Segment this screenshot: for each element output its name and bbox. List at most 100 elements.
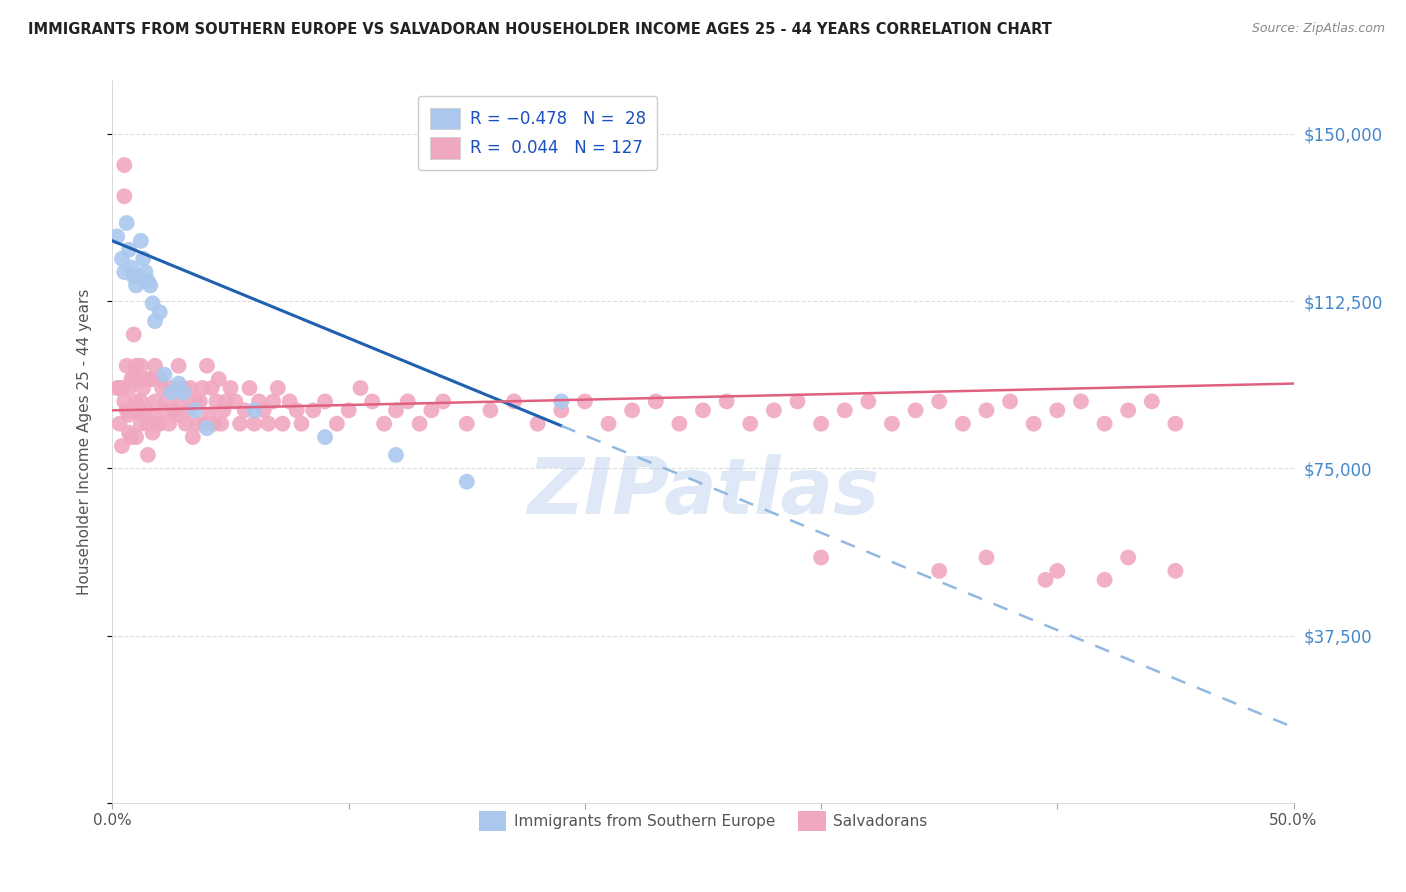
Point bbox=[243, 403, 266, 417]
Point bbox=[186, 417, 208, 431]
Point bbox=[229, 417, 252, 431]
Point bbox=[122, 327, 145, 342]
Point bbox=[810, 550, 832, 565]
Point bbox=[858, 394, 880, 409]
Point bbox=[503, 394, 526, 409]
Point bbox=[361, 394, 384, 409]
Point bbox=[167, 376, 190, 391]
Point bbox=[125, 359, 148, 373]
Point bbox=[209, 417, 232, 431]
Point bbox=[904, 403, 927, 417]
Point bbox=[314, 394, 336, 409]
Point bbox=[136, 274, 159, 288]
Point bbox=[238, 381, 260, 395]
Point bbox=[668, 417, 690, 431]
Point bbox=[456, 417, 478, 431]
Point bbox=[205, 394, 228, 409]
Point bbox=[112, 189, 135, 203]
Point bbox=[290, 417, 312, 431]
Point bbox=[132, 408, 155, 422]
Point bbox=[550, 403, 572, 417]
Point bbox=[1140, 394, 1163, 409]
Point bbox=[115, 403, 138, 417]
Point bbox=[170, 394, 193, 409]
Point bbox=[127, 403, 149, 417]
Text: IMMIGRANTS FROM SOUTHERN EUROPE VS SALVADORAN HOUSEHOLDER INCOME AGES 25 - 44 YE: IMMIGRANTS FROM SOUTHERN EUROPE VS SALVA… bbox=[28, 22, 1052, 37]
Point bbox=[153, 368, 176, 382]
Point bbox=[146, 417, 169, 431]
Point bbox=[115, 216, 138, 230]
Point bbox=[156, 394, 179, 409]
Point bbox=[243, 417, 266, 431]
Point bbox=[550, 394, 572, 409]
Point bbox=[108, 381, 131, 395]
Point bbox=[219, 381, 242, 395]
Point bbox=[153, 403, 176, 417]
Point bbox=[247, 394, 270, 409]
Point bbox=[174, 417, 197, 431]
Point bbox=[212, 403, 235, 417]
Point bbox=[118, 408, 141, 422]
Point bbox=[834, 403, 856, 417]
Point bbox=[118, 425, 141, 440]
Point bbox=[1116, 550, 1139, 565]
Point bbox=[120, 372, 142, 386]
Point bbox=[396, 394, 419, 409]
Point bbox=[314, 430, 336, 444]
Point bbox=[143, 314, 166, 328]
Point bbox=[120, 260, 142, 275]
Point bbox=[1094, 417, 1116, 431]
Point bbox=[692, 403, 714, 417]
Point bbox=[157, 417, 180, 431]
Point bbox=[208, 372, 231, 386]
Point bbox=[952, 417, 974, 431]
Point bbox=[149, 372, 172, 386]
Point bbox=[373, 417, 395, 431]
Point bbox=[432, 394, 454, 409]
Point bbox=[149, 305, 172, 319]
Point bbox=[105, 229, 128, 244]
Point bbox=[136, 417, 159, 431]
Point bbox=[129, 234, 152, 248]
Point bbox=[139, 278, 162, 293]
Point bbox=[135, 265, 157, 279]
Point bbox=[976, 403, 998, 417]
Text: Source: ZipAtlas.com: Source: ZipAtlas.com bbox=[1251, 22, 1385, 36]
Point bbox=[125, 430, 148, 444]
Point bbox=[120, 430, 142, 444]
Point bbox=[1046, 564, 1069, 578]
Point bbox=[253, 403, 276, 417]
Point bbox=[349, 381, 371, 395]
Point bbox=[928, 564, 950, 578]
Point bbox=[111, 439, 134, 453]
Point bbox=[181, 430, 204, 444]
Point bbox=[167, 359, 190, 373]
Point bbox=[574, 394, 596, 409]
Point bbox=[172, 381, 194, 395]
Point bbox=[188, 394, 211, 409]
Point bbox=[127, 269, 149, 284]
Point bbox=[160, 381, 183, 395]
Point bbox=[132, 252, 155, 266]
Point bbox=[302, 403, 325, 417]
Point bbox=[172, 385, 194, 400]
Point bbox=[740, 417, 762, 431]
Point bbox=[129, 417, 152, 431]
Point bbox=[136, 448, 159, 462]
Point bbox=[479, 403, 502, 417]
Point bbox=[129, 359, 152, 373]
Point bbox=[112, 158, 135, 172]
Point bbox=[1094, 573, 1116, 587]
Point bbox=[191, 381, 214, 395]
Point bbox=[194, 417, 217, 431]
Point bbox=[195, 359, 218, 373]
Point bbox=[129, 394, 152, 409]
Point bbox=[125, 394, 148, 409]
Point bbox=[112, 394, 135, 409]
Point bbox=[149, 417, 172, 431]
Point bbox=[326, 417, 349, 431]
Point bbox=[105, 381, 128, 395]
Point bbox=[143, 359, 166, 373]
Point bbox=[201, 381, 224, 395]
Y-axis label: Householder Income Ages 25 - 44 years: Householder Income Ages 25 - 44 years bbox=[77, 288, 91, 595]
